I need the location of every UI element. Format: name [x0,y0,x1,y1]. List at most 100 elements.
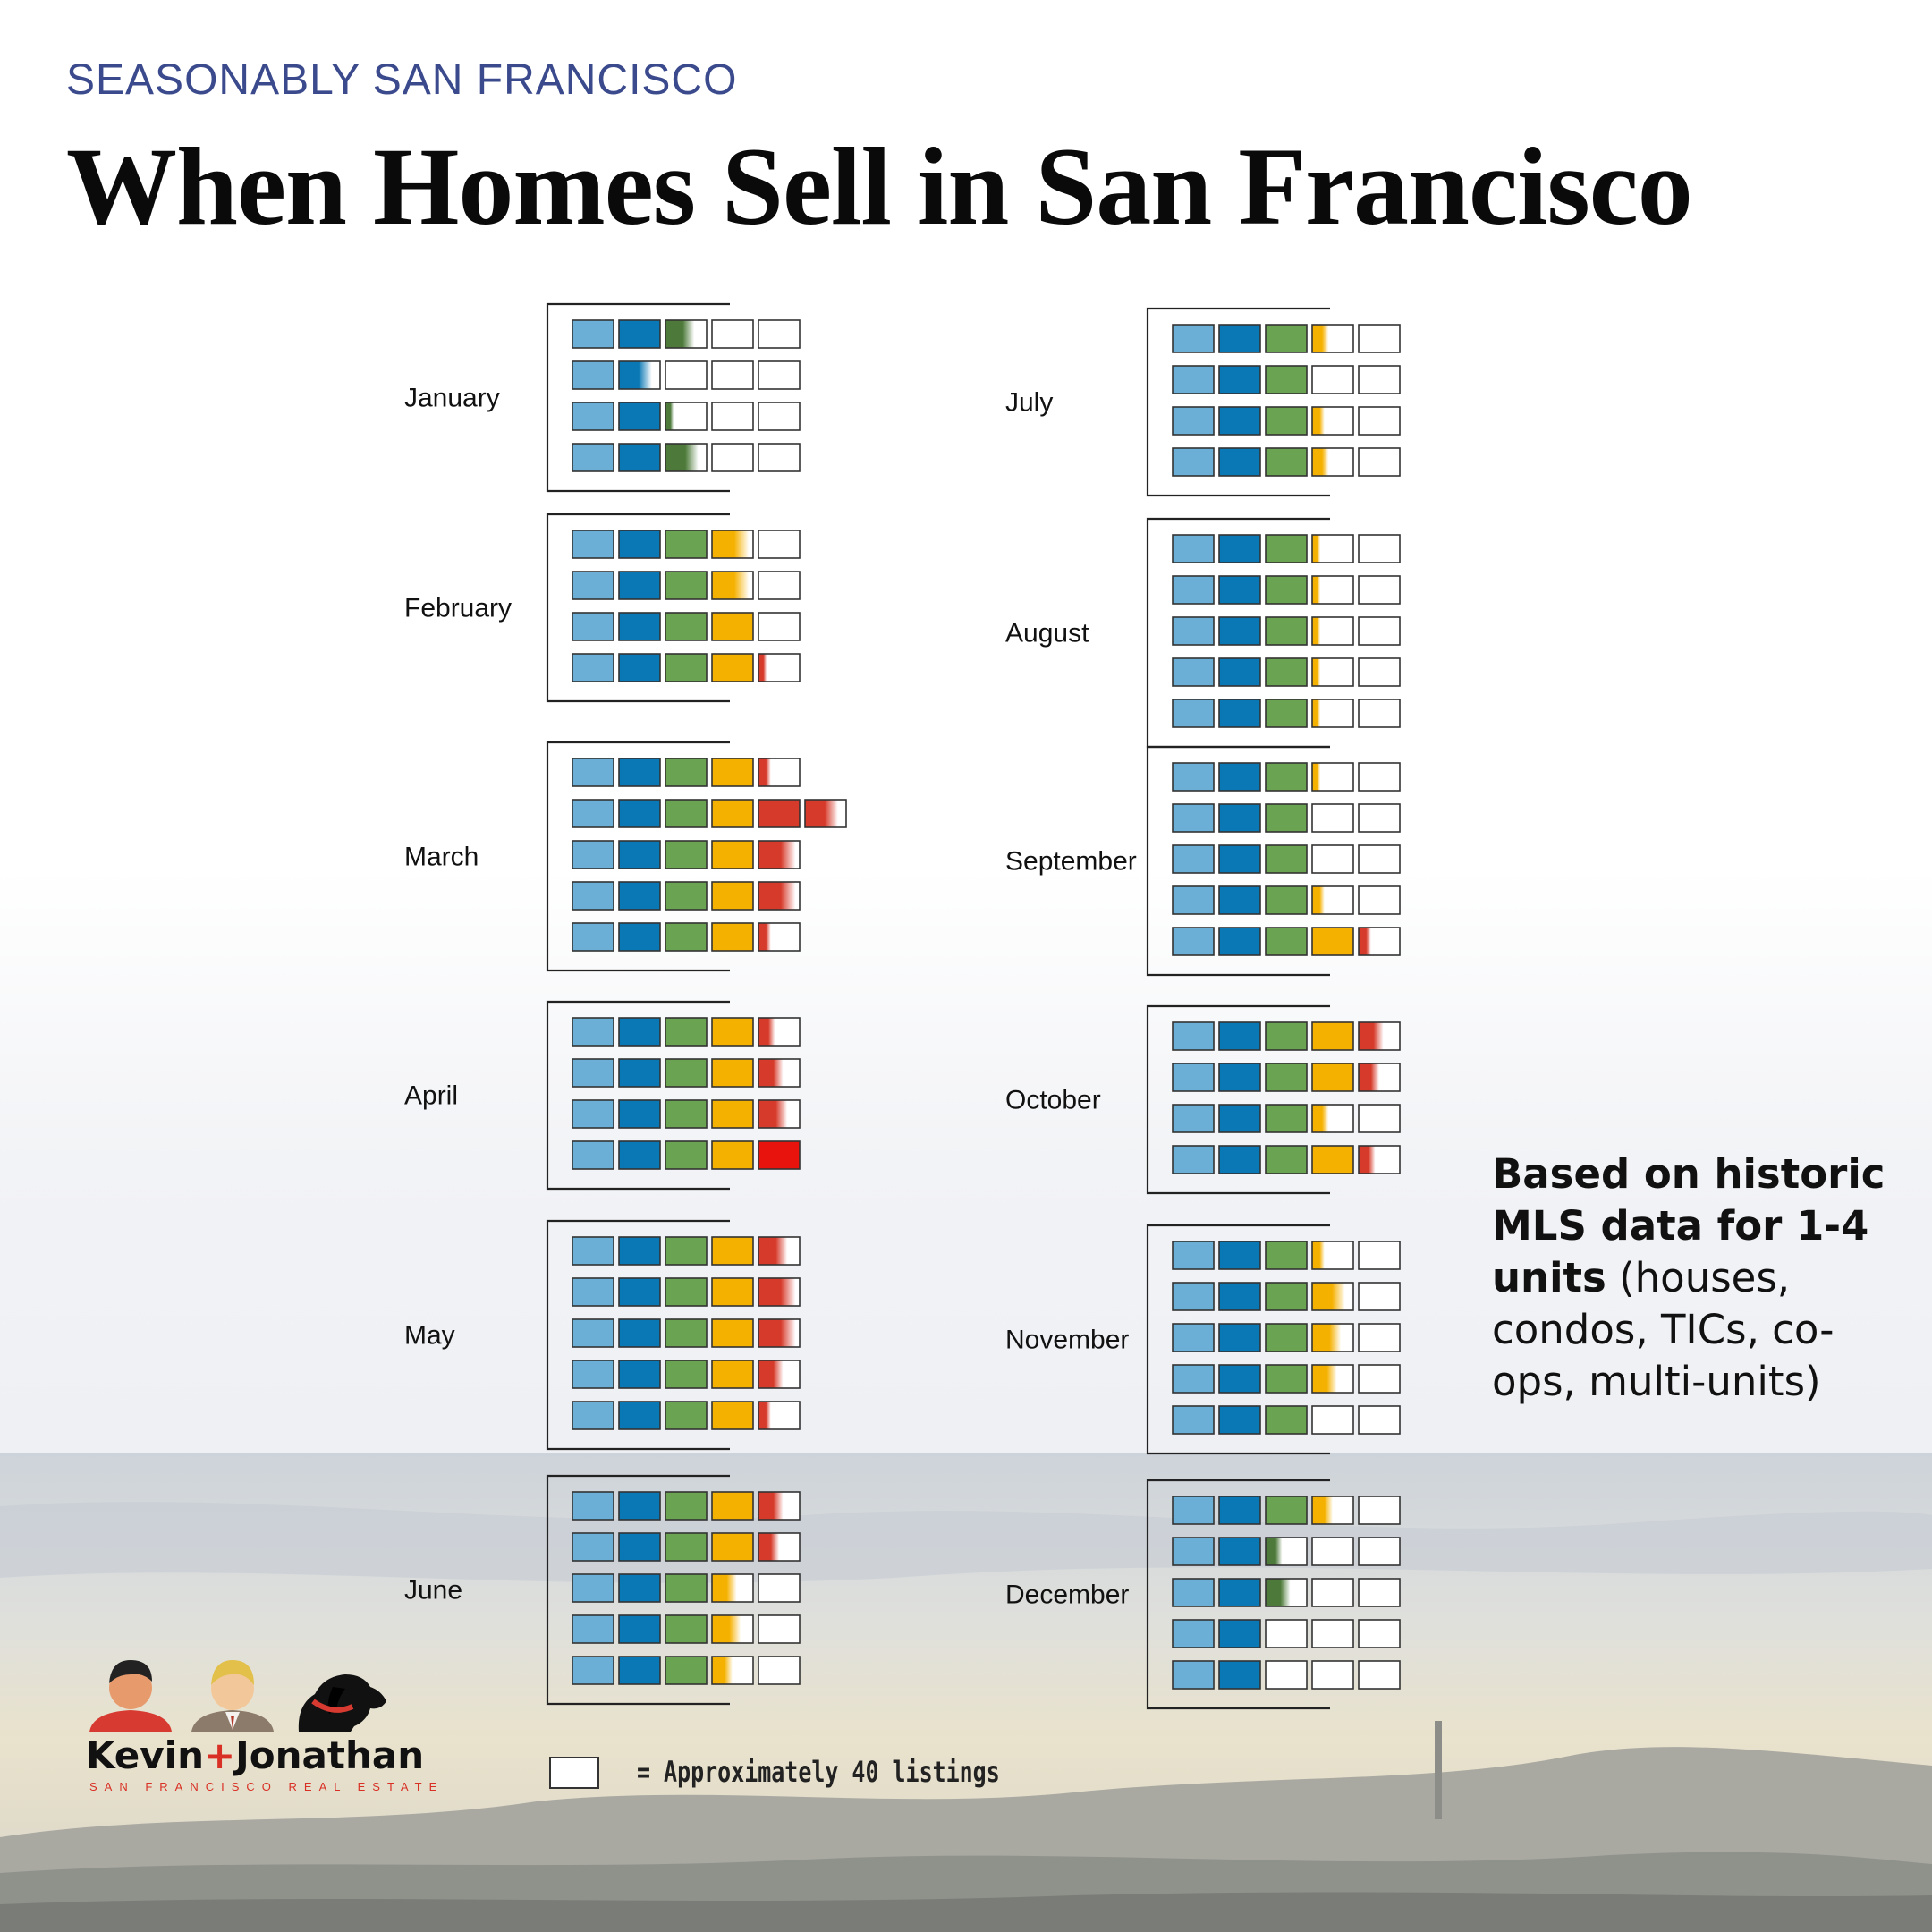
unit-box [711,443,754,472]
unit-box [758,881,801,911]
unit-box [1265,1660,1308,1690]
unit-box [1265,927,1308,956]
unit-box [758,1236,801,1266]
unit-box [1358,406,1401,436]
month-label-may: May [404,1321,455,1351]
unit-box [1265,534,1308,564]
unit-box [1172,1364,1215,1394]
unit-box [1265,1537,1308,1566]
unit-box [1172,803,1215,833]
unit-box [618,758,661,787]
unit-box [618,1360,661,1389]
unit-box [618,612,661,641]
dog-red-collar-icon [298,1674,386,1732]
unit-box [1218,447,1261,477]
month-label-july: July [1005,388,1053,418]
unit-box [1265,1405,1308,1435]
unit-box [1218,844,1261,874]
month-panel-frame [546,1474,730,1706]
unit-box [1172,1578,1215,1607]
unit-box [1311,1496,1354,1525]
month-panel-october: October [1005,1004,1401,1195]
unit-box [665,319,708,349]
month-label-september: September [1005,847,1137,877]
month-label-february: February [404,594,512,623]
unit-box [1311,1021,1354,1051]
unit-box [618,922,661,952]
unit-box [1311,886,1354,915]
month-panel-frame [1146,1004,1330,1195]
unit-box [1311,534,1354,564]
person-suit-icon [191,1660,274,1732]
unit-box [1265,1241,1308,1270]
unit-box [1218,534,1261,564]
unit-box [665,443,708,472]
note-bold-text: Based on historic MLS data for 1-4 units [1492,1150,1885,1301]
month-panel-march: March [404,741,847,972]
unit-box [1172,1282,1215,1311]
unit-box [1172,1021,1215,1051]
unit-box [1172,699,1215,728]
unit-box [1218,1104,1261,1133]
unit-box [711,1491,754,1521]
unit-box [711,1099,754,1129]
unit-box [1265,1496,1308,1525]
unit-box [572,1532,614,1562]
month-label-august: August [1005,619,1089,648]
month-label-april: April [404,1081,458,1111]
unit-box [711,840,754,869]
unit-box [1218,699,1261,728]
unit-box [711,1277,754,1307]
unit-box [665,1656,708,1685]
unit-box [572,840,614,869]
unit-box [572,1236,614,1266]
unit-box [618,1532,661,1562]
month-label-january: January [404,384,500,413]
unit-box [758,571,801,600]
unit-box [572,612,614,641]
unit-box [1311,844,1354,874]
unit-box [1265,406,1308,436]
unit-box [618,799,661,828]
person-red-shirt-icon [89,1660,172,1732]
unit-box [1218,1537,1261,1566]
unit-box [758,758,801,787]
unit-box [665,1099,708,1129]
unit-box [758,1401,801,1430]
unit-box [758,653,801,682]
unit-box [758,1140,801,1170]
unit-box [1265,1104,1308,1133]
unit-box [1218,886,1261,915]
month-panel-frame [1146,307,1330,497]
data-source-note: Based on historic MLS data for 1-4 units… [1492,1148,1885,1408]
unit-box [1172,447,1215,477]
unit-box [618,1656,661,1685]
unit-box [1358,1104,1401,1133]
month-label-june: June [404,1576,462,1606]
unit-box [665,881,708,911]
unit-box [1311,616,1354,646]
unit-box [758,1360,801,1389]
unit-box [1218,927,1261,956]
unit-box [1311,1063,1354,1092]
unit-box [618,571,661,600]
unit-box [665,840,708,869]
unit-box [572,1573,614,1603]
unit-box [618,402,661,431]
unit-box [572,443,614,472]
unit-box [1358,927,1401,956]
unit-box [1311,1660,1354,1690]
unit-box [665,402,708,431]
unit-box [758,1573,801,1603]
unit-box [1265,1578,1308,1607]
month-panel-june: June [404,1474,801,1706]
unit-box [758,922,801,952]
unit-box [711,402,754,431]
unit-box [1311,803,1354,833]
unit-box [1218,616,1261,646]
unit-box [1311,1241,1354,1270]
unit-box [1358,365,1401,394]
unit-box [1265,616,1308,646]
month-panel-frame [1146,1224,1330,1455]
